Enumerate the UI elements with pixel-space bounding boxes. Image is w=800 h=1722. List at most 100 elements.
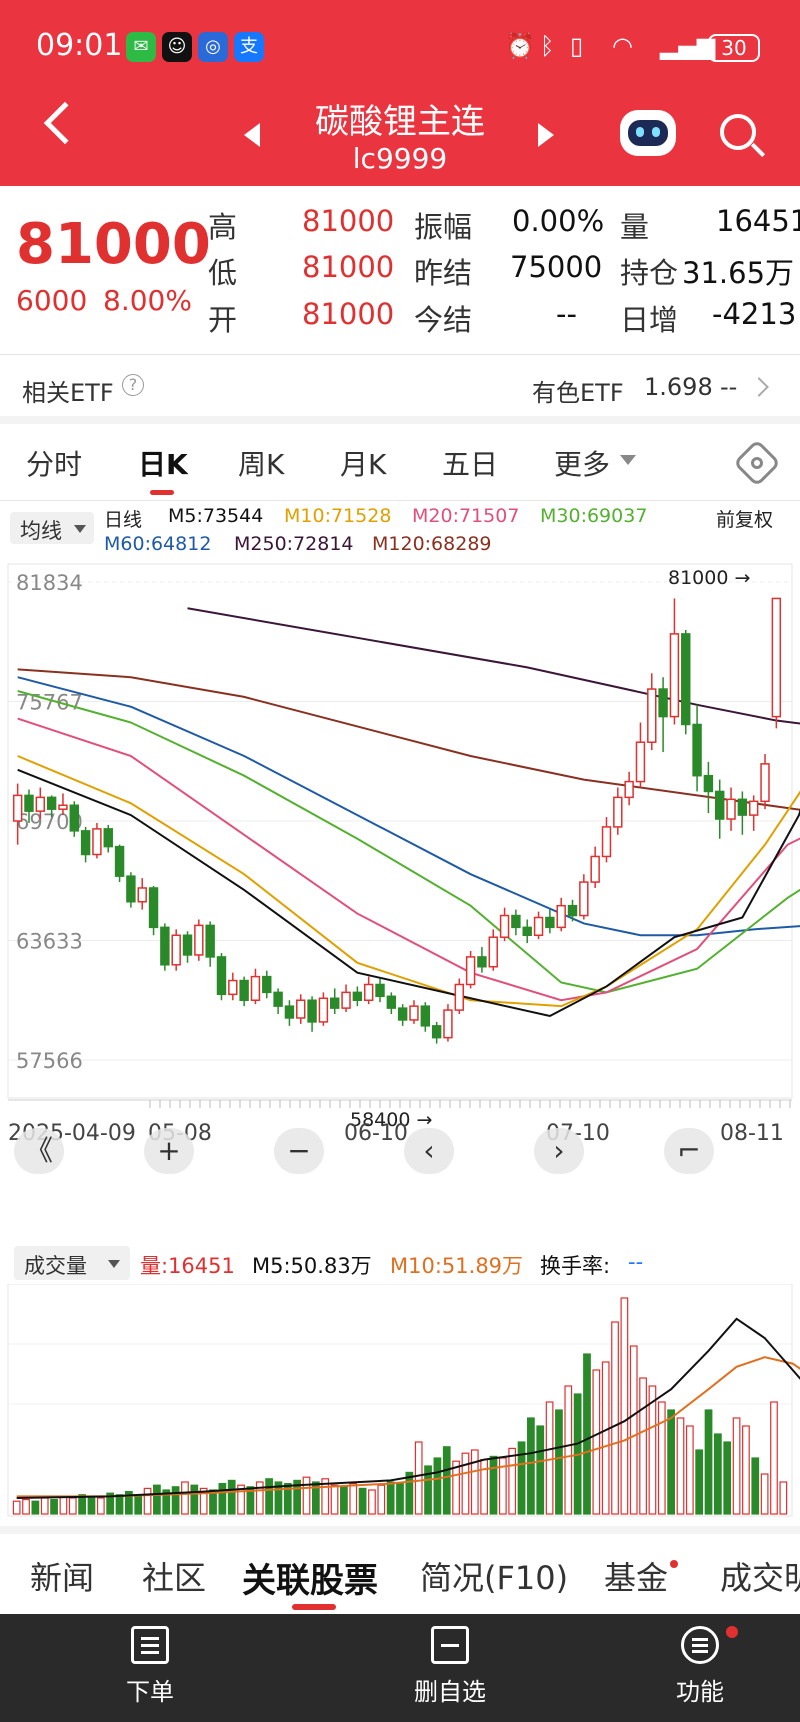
low-value: 81000 [302,250,395,284]
candle-body [692,723,702,777]
ma-line-m5 [17,768,800,1018]
settings-icon[interactable] [732,438,782,488]
candle-body [601,826,612,858]
tab-intraday[interactable]: 分时 [26,448,83,481]
candle-body [545,916,555,929]
help-icon[interactable]: ? [122,374,144,396]
menu-icon [681,1626,719,1664]
indicator-selector-label: 均线 [20,519,62,543]
candle-body [397,1007,408,1021]
tab-daily-k[interactable]: 日K [138,448,188,481]
candle-body [760,763,770,803]
volume-bar [760,1473,769,1515]
today-settle-label: 今结 [414,303,473,337]
candle-body [216,956,227,996]
functions-button[interactable]: 功能 [630,1626,770,1707]
volume-bar [648,1385,657,1515]
prev-button[interactable]: ‹ [404,1128,454,1174]
divider [0,354,800,355]
volume-bar [199,1487,208,1515]
contract-code: lc9999 [352,142,448,175]
bluetooth-icon: ᛒ [540,32,555,60]
candle-body [341,991,351,1009]
candle-body [567,904,578,917]
volume-selector-label: 成交量 [24,1254,87,1278]
candle-body [103,828,113,848]
volume-bar [405,1471,414,1515]
high-value: 81000 [302,204,395,238]
fund-notification-dot [670,1560,678,1568]
zoom-out-button[interactable]: − [274,1128,324,1174]
candle-body [363,983,374,1001]
tab-news[interactable]: 新闻 [30,1559,95,1597]
next-contract-icon[interactable] [538,123,554,147]
volume-bar [274,1481,283,1515]
ma250-legend: M250:72814 [234,533,354,555]
etf-name[interactable]: 有色ETF [532,379,624,407]
volume-indicator-selector[interactable]: 成交量 [14,1246,130,1280]
order-icon [131,1626,169,1664]
x-tick-label: 06-10 [344,1121,408,1146]
page-title: 碳酸锂主连 [315,102,485,142]
ma20-legend: M20:71507 [412,505,520,527]
tab-more[interactable]: 更多 [554,448,611,481]
chevron-right-icon[interactable] [749,377,769,397]
candle-body [454,983,464,1011]
candle-body [205,924,215,958]
indicator-selector[interactable]: 均线 [10,512,94,544]
search-icon[interactable] [720,114,756,150]
open-value: 81000 [302,297,395,331]
wechat-icon: ✉ [126,32,156,62]
volume-bar [620,1297,629,1515]
volume-bar [68,1497,77,1515]
volume-bar [517,1441,526,1515]
low-marker-label: 58400 → [350,1109,432,1131]
ma60-legend: M60:64812 [104,533,212,555]
tab-five-day[interactable]: 五日 [442,448,499,481]
candle-body [284,1005,295,1019]
functions-label: 功能 [676,1678,724,1706]
candle-body [330,997,340,1009]
robot-assistant-icon[interactable] [620,110,676,156]
volume-bar [283,1483,292,1515]
volume-m5-legend: M5:50.83万 [252,1254,372,1278]
volume-bar [732,1417,741,1515]
volume-bar [639,1377,647,1515]
tab-monthly-k[interactable]: 月K [340,448,387,481]
remove-watchlist-button[interactable]: 删自选 [380,1626,520,1707]
high-label: 高 [208,210,238,244]
prev-contract-icon[interactable] [244,123,260,147]
volume-bar [162,1489,171,1515]
candle-body [160,926,170,966]
volume-chart[interactable] [0,1284,800,1518]
tab-community[interactable]: 社区 [142,1559,207,1597]
volume-bar [358,1487,367,1515]
order-label: 下单 [126,1678,174,1706]
volume-m5-line [16,1317,800,1499]
candle-body [386,995,397,1009]
today-settle-value: -- [556,297,577,331]
candle-body [12,794,23,822]
tab-fund[interactable]: 基金 [604,1559,669,1597]
scroll-left-button[interactable]: 《 [14,1128,64,1174]
next-button[interactable]: › [534,1128,584,1174]
tab-related-stocks[interactable]: 关联股票 [242,1561,378,1601]
order-button[interactable]: 下单 [80,1626,220,1707]
high-marker-label: 81000 → [668,567,750,589]
fullscreen-button[interactable]: ⌐ [664,1128,714,1174]
turnover-label: 换手率: [540,1254,611,1278]
volume-bar [22,1499,30,1515]
zoom-in-button[interactable]: + [144,1128,194,1174]
tab-trade-details[interactable]: 成交明 [720,1559,800,1597]
tab-profile-f10[interactable]: 简况(F10) [420,1559,569,1597]
volume-bar [377,1484,386,1515]
volume-bar [685,1425,694,1515]
tab-weekly-k[interactable]: 周K [238,448,285,481]
candle-body [647,688,657,743]
candle-body [239,979,249,1001]
amplitude-label: 振幅 [414,210,473,244]
candle-body [703,774,714,793]
adjust-mode[interactable]: 前复权 [716,509,774,531]
volume-m10-legend: M10:51.89万 [390,1254,524,1278]
